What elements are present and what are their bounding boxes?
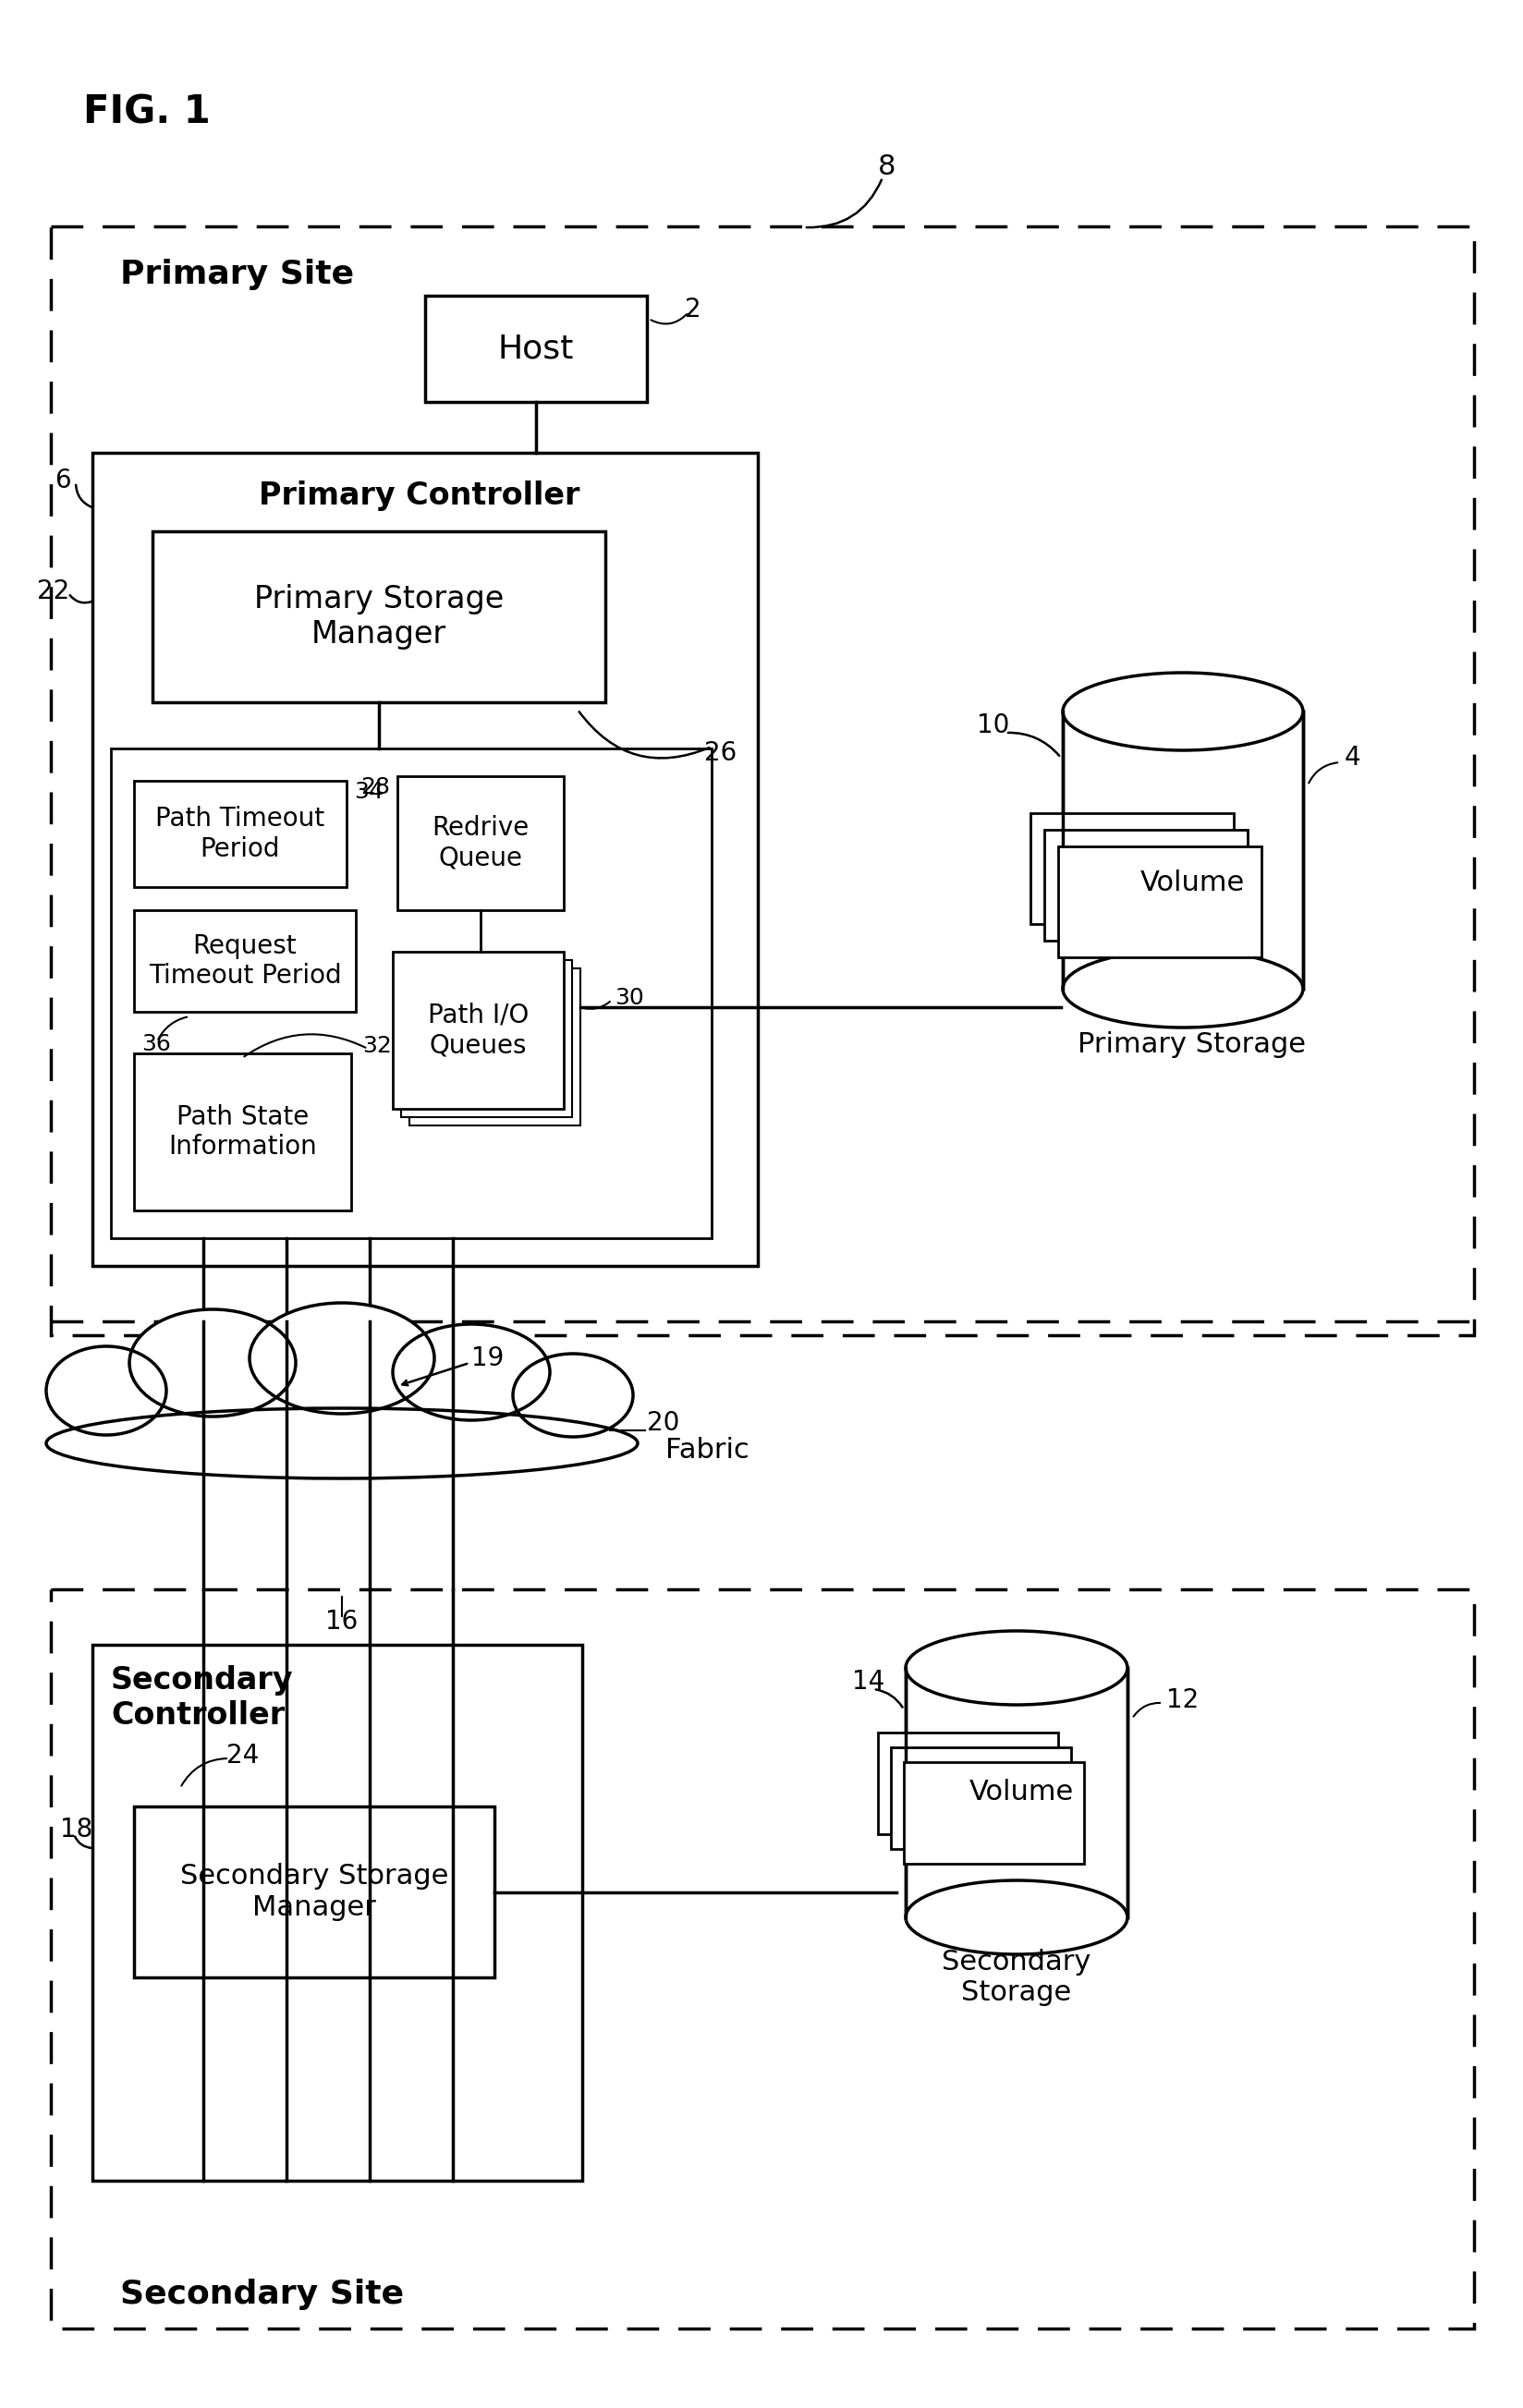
Ellipse shape: [250, 1303, 434, 1413]
Text: 16: 16: [326, 1609, 358, 1635]
Bar: [93, 1645, 582, 2182]
Bar: [1058, 845, 1261, 958]
Text: Volume: Volume: [969, 1780, 1074, 1806]
Text: 30: 30: [615, 987, 644, 1009]
Bar: [1031, 814, 1234, 925]
Text: 26: 26: [705, 739, 737, 766]
Text: 32: 32: [362, 1035, 391, 1057]
Text: 22: 22: [37, 578, 70, 604]
Bar: [903, 1763, 1084, 1864]
Bar: [425, 296, 647, 402]
Text: 2: 2: [685, 296, 701, 323]
Text: 10: 10: [978, 713, 1010, 739]
Ellipse shape: [46, 1409, 638, 1479]
Ellipse shape: [906, 1630, 1127, 1705]
Text: Path State
Information: Path State Information: [169, 1103, 317, 1161]
Bar: [877, 1731, 1058, 1835]
Bar: [410, 968, 580, 1125]
Text: 8: 8: [879, 154, 896, 181]
Text: Request
Timeout Period: Request Timeout Period: [149, 932, 341, 990]
Ellipse shape: [513, 1353, 634, 1438]
Text: Secondary
Controller: Secondary Controller: [111, 1664, 294, 1731]
Bar: [393, 951, 564, 1108]
Text: 14: 14: [853, 1669, 885, 1695]
Text: Secondary Site: Secondary Site: [120, 2278, 404, 2309]
Text: Secondary
Storage: Secondary Storage: [943, 1948, 1090, 2006]
Text: Fabric: Fabric: [666, 1438, 749, 1464]
Bar: [111, 749, 711, 1238]
Ellipse shape: [46, 1346, 166, 1435]
Text: 36: 36: [142, 1033, 171, 1055]
Bar: [401, 961, 573, 1117]
Bar: [398, 775, 564, 910]
Text: Secondary Storage
Manager: Secondary Storage Manager: [180, 1864, 448, 1922]
Bar: [1045, 831, 1247, 942]
Ellipse shape: [129, 1310, 295, 1416]
Text: 12: 12: [1167, 1688, 1199, 1712]
Text: Volume: Volume: [1139, 869, 1244, 896]
Text: FIG. 1: FIG. 1: [84, 92, 210, 130]
Text: 28: 28: [361, 775, 390, 799]
Text: Primary Storage: Primary Storage: [1078, 1031, 1307, 1057]
Text: Host: Host: [498, 332, 574, 364]
Text: Primary Site: Primary Site: [120, 258, 353, 289]
Ellipse shape: [1063, 949, 1304, 1028]
Bar: [50, 226, 1474, 1334]
Text: 20: 20: [647, 1411, 679, 1435]
Bar: [50, 1589, 1474, 2329]
Text: 19: 19: [471, 1346, 504, 1370]
Text: Redrive
Queue: Redrive Queue: [433, 816, 528, 872]
Text: Primary Controller: Primary Controller: [259, 482, 580, 510]
Bar: [134, 780, 347, 886]
Bar: [134, 1052, 352, 1211]
Bar: [891, 1748, 1071, 1849]
Text: 18: 18: [59, 1816, 93, 1842]
Ellipse shape: [393, 1324, 550, 1421]
Bar: [134, 1806, 495, 1977]
Ellipse shape: [906, 1881, 1127, 1955]
Text: Path I/O
Queues: Path I/O Queues: [428, 1002, 528, 1057]
Text: Primary Storage
Manager: Primary Storage Manager: [254, 583, 504, 650]
Text: Path Timeout
Period: Path Timeout Period: [155, 807, 324, 862]
Text: 24: 24: [227, 1743, 259, 1767]
Text: 6: 6: [55, 467, 72, 494]
Bar: [152, 532, 605, 703]
Text: 34: 34: [353, 780, 384, 802]
Bar: [93, 453, 758, 1267]
Ellipse shape: [1063, 672, 1304, 751]
Text: 4: 4: [1345, 744, 1362, 771]
Bar: [134, 910, 356, 1011]
